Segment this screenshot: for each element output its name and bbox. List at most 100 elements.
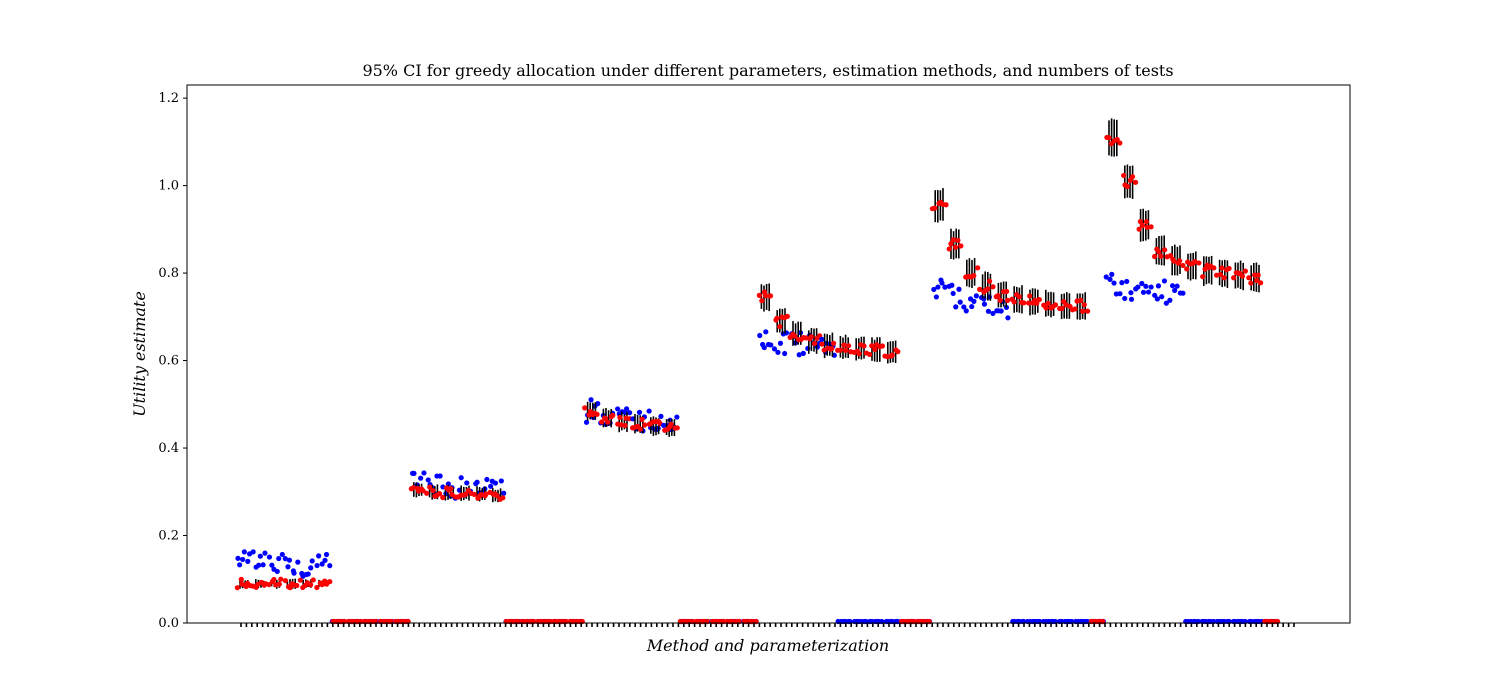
blue-point <box>309 558 315 564</box>
red-point <box>297 577 303 583</box>
red-point <box>642 422 648 428</box>
red-point <box>975 265 981 271</box>
red-point <box>955 237 961 243</box>
blue-point <box>250 549 256 555</box>
blue-point <box>782 350 788 357</box>
blue-point <box>1180 290 1186 296</box>
blue-point <box>636 409 643 415</box>
blue-point <box>492 480 499 486</box>
red-point <box>1258 280 1264 286</box>
red-point <box>845 343 852 349</box>
blue-point <box>498 478 504 484</box>
red-point <box>463 491 469 497</box>
red-point <box>843 347 849 353</box>
y-tick-label: 0.4 <box>158 441 179 456</box>
blue-point <box>458 475 464 481</box>
red-point <box>838 347 844 353</box>
red-point <box>234 585 240 591</box>
red-point <box>841 342 847 348</box>
red-point <box>314 584 320 591</box>
blue-point <box>235 555 241 561</box>
blue-point <box>583 419 590 425</box>
blue-point <box>674 414 680 420</box>
blue-point <box>981 301 988 307</box>
red-point <box>278 576 284 582</box>
blue-point <box>282 556 288 562</box>
blue-point <box>445 481 451 487</box>
red-point <box>819 341 825 347</box>
blue-point <box>998 308 1004 314</box>
red-point <box>756 292 762 298</box>
red-point <box>792 333 798 339</box>
red-point <box>856 351 862 357</box>
red-point <box>1217 271 1224 278</box>
red-point <box>424 490 430 496</box>
red-point <box>1196 260 1202 266</box>
blue-point <box>245 558 251 564</box>
blue-point <box>933 294 939 300</box>
red-point <box>1252 272 1258 278</box>
blue-point <box>763 329 769 335</box>
red-point <box>831 340 837 346</box>
red-point <box>674 425 680 431</box>
blue-point <box>1140 289 1147 295</box>
red-point <box>889 352 895 358</box>
red-point <box>1248 280 1254 286</box>
blue-point <box>796 352 802 358</box>
red-point <box>1156 249 1162 255</box>
blue-point <box>1155 283 1162 289</box>
blue-point <box>942 284 948 290</box>
blue-point <box>241 549 247 555</box>
red-point <box>1158 253 1164 259</box>
y-tick-label: 0.2 <box>158 529 179 544</box>
red-point <box>1200 274 1206 280</box>
red-point <box>1036 296 1042 303</box>
blue-point <box>953 304 959 310</box>
red-point <box>1059 305 1065 311</box>
blue-point <box>1172 287 1178 294</box>
red-point <box>599 419 605 425</box>
red-point <box>1202 266 1208 272</box>
red-point <box>784 313 790 319</box>
blue-point <box>1152 292 1158 298</box>
blue-point <box>969 303 975 310</box>
blue-point <box>931 286 937 293</box>
red-point <box>1043 305 1049 311</box>
blue-point <box>1135 284 1141 290</box>
red-point <box>594 411 600 417</box>
red-point <box>872 346 878 353</box>
blue-point <box>291 570 297 576</box>
red-point <box>276 581 282 587</box>
blue-point <box>1154 296 1160 302</box>
blue-point <box>285 564 291 570</box>
blue-point <box>474 479 480 485</box>
y-tick-label: 0.6 <box>158 354 179 369</box>
blue-point <box>305 571 311 577</box>
red-point <box>932 205 938 211</box>
red-point <box>1139 222 1146 229</box>
red-point <box>895 349 901 355</box>
x-axis-label: Method and parameterization <box>646 636 889 655</box>
blue-point <box>323 551 330 558</box>
blue-point <box>939 280 945 286</box>
red-point <box>427 484 433 490</box>
blue-point <box>949 282 955 288</box>
red-point <box>1084 308 1091 314</box>
red-point <box>1180 262 1186 269</box>
red-point <box>1121 172 1127 179</box>
blue-point <box>1145 289 1152 295</box>
blue-point <box>800 350 806 356</box>
red-point <box>1021 300 1027 306</box>
blue-point <box>1109 271 1115 277</box>
red-point <box>1026 300 1032 306</box>
red-point <box>1136 226 1142 232</box>
red-point <box>1063 302 1069 308</box>
red-point <box>767 293 774 299</box>
blue-point <box>257 553 263 559</box>
red-point <box>1254 277 1260 283</box>
blue-point <box>1163 300 1169 306</box>
blue-point <box>757 332 763 339</box>
blue-point <box>627 410 633 416</box>
blue-point <box>615 406 621 412</box>
